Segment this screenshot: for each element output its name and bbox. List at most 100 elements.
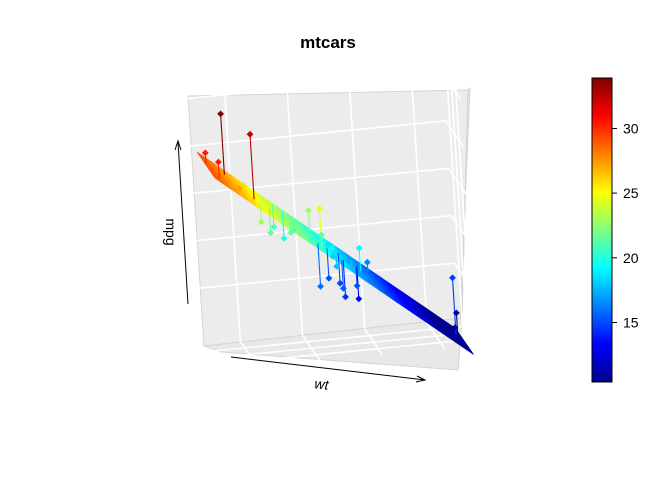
- surface-line: [278, 211, 289, 218]
- surface-line: [284, 218, 294, 226]
- surface-line: [462, 344, 472, 352]
- surface-line: [381, 286, 391, 294]
- surface-line: [308, 228, 318, 235]
- data-point: [201, 149, 209, 157]
- surface-line: [261, 199, 271, 207]
- surface-line: [360, 269, 370, 276]
- surface-line: [284, 212, 294, 220]
- surface-line: [210, 171, 220, 178]
- surface-line: [196, 151, 216, 179]
- surface-line: [433, 315, 443, 323]
- surface-line: [227, 175, 237, 183]
- surface-line: [375, 278, 385, 286]
- data-point: [280, 234, 288, 242]
- surface-line: [366, 279, 376, 286]
- grid-line: [199, 262, 455, 289]
- surface-line: [208, 169, 219, 176]
- surface-line: [361, 277, 371, 285]
- surface-line: [307, 233, 317, 240]
- surface-line: [257, 200, 267, 207]
- surface-line: [315, 243, 325, 251]
- surface-line: [263, 202, 274, 210]
- surface-line: [308, 228, 328, 255]
- surface-line: [406, 297, 416, 304]
- surface-line: [445, 327, 455, 334]
- surface-line: [241, 189, 251, 196]
- surface-line: [210, 165, 220, 172]
- surface-line: [250, 189, 260, 196]
- surface-line: [309, 235, 319, 242]
- surface-line: [223, 177, 234, 185]
- surface-line: [259, 202, 269, 209]
- surface-line: [455, 328, 474, 355]
- surface-line: [301, 236, 311, 244]
- surface-line: [256, 198, 266, 206]
- surface-line: [431, 319, 441, 327]
- surface-line: [392, 296, 402, 304]
- surface-line: [376, 280, 386, 287]
- surface-line: [206, 158, 216, 166]
- surface-line: [245, 188, 255, 196]
- surface-line: [332, 249, 342, 257]
- surface-line: [228, 184, 238, 191]
- surface-line: [281, 215, 292, 223]
- surface-line: [345, 262, 356, 269]
- surface-line: [395, 293, 405, 301]
- surface-line: [403, 298, 413, 306]
- surface-line: [411, 303, 421, 311]
- surface-line: [316, 238, 326, 246]
- surface-line: [371, 272, 381, 280]
- surface-line: [430, 312, 440, 320]
- surface-line: [372, 274, 382, 282]
- surface-line: [395, 287, 405, 295]
- surface-line: [403, 305, 413, 313]
- data-point: [258, 218, 265, 226]
- surface-line: [356, 270, 366, 277]
- surface-line: [423, 308, 433, 316]
- surface-line: [244, 193, 254, 201]
- surface-line: [263, 208, 273, 216]
- surface-line: [249, 201, 259, 208]
- surface-line: [359, 275, 369, 283]
- residual-line: [356, 266, 360, 299]
- surface-line: [214, 176, 224, 184]
- surface-line: [364, 268, 374, 276]
- surface-line: [368, 269, 388, 296]
- surface-line: [406, 303, 416, 310]
- surface-line: [409, 308, 420, 316]
- surface-line: [339, 252, 349, 259]
- data-point: [267, 229, 275, 237]
- surface-line: [435, 318, 445, 326]
- colorbar-tick-label: 25: [623, 185, 639, 201]
- surface-line: [266, 213, 276, 220]
- surface-line: [369, 276, 379, 283]
- surface-line: [211, 172, 221, 180]
- surface-line: [335, 260, 345, 267]
- surface-line: [419, 309, 429, 316]
- residual-line: [317, 243, 322, 287]
- surface-line: [410, 309, 420, 317]
- surface-line: [400, 294, 410, 302]
- surface-line: [400, 301, 410, 309]
- surface-line: [304, 228, 314, 236]
- surface-line: [302, 231, 312, 239]
- surface-line: [213, 168, 223, 176]
- surface-line: [443, 324, 454, 332]
- surface-line: [420, 304, 430, 312]
- grid-line: [190, 120, 446, 147]
- surface-line: [293, 218, 303, 226]
- surface-line: [305, 229, 315, 237]
- surface-line: [254, 202, 265, 210]
- surface-line: [342, 263, 352, 271]
- colorbar-tick-label: 30: [623, 121, 639, 137]
- surface-line: [411, 310, 421, 318]
- surface-line: [382, 282, 393, 290]
- residual-line: [341, 260, 344, 289]
- surface-line: [287, 217, 297, 224]
- surface-line: [418, 307, 428, 314]
- surface-line: [422, 306, 432, 314]
- surface-line: [388, 284, 398, 291]
- surface-line: [396, 296, 406, 303]
- surface-line: [300, 223, 311, 230]
- surface-line: [222, 169, 242, 197]
